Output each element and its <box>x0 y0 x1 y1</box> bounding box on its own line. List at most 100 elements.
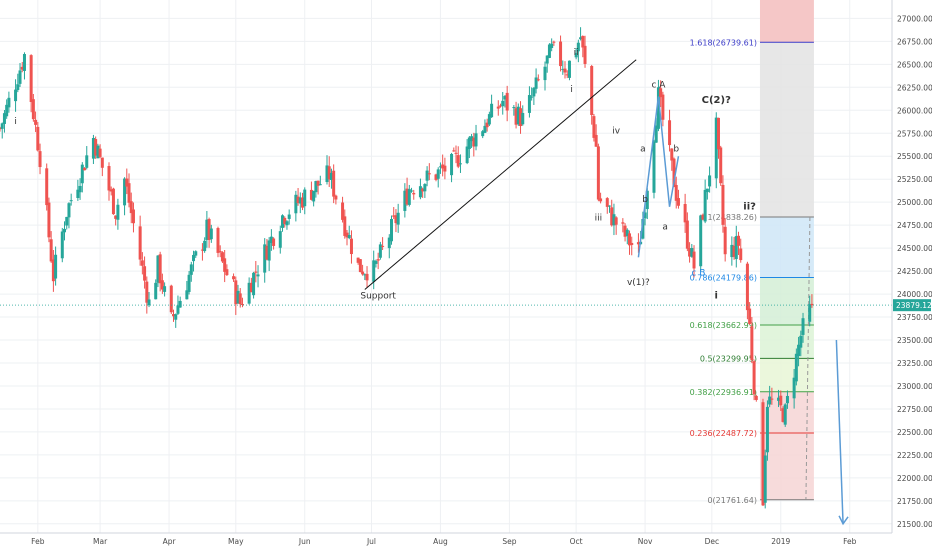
candle-body <box>458 163 462 165</box>
candle-body <box>194 251 198 256</box>
candle-body <box>434 174 438 180</box>
candle-body <box>636 242 640 245</box>
time-tick-label: Jun <box>298 537 311 546</box>
candle-body <box>779 395 783 406</box>
candle-body <box>163 286 167 292</box>
price-tick-label: 21500.00 <box>897 520 932 529</box>
candle-body <box>654 125 658 143</box>
price-tick-label: 24500.00 <box>897 244 932 253</box>
candle-body <box>418 186 422 198</box>
time-tick-label: Oct <box>570 537 583 546</box>
candle-body <box>374 261 378 264</box>
candle-body <box>519 108 523 127</box>
candle-body <box>31 99 35 120</box>
candle-body <box>403 190 407 211</box>
wave-label: b <box>642 195 648 205</box>
candle-body <box>474 133 478 147</box>
candle-body <box>739 248 743 261</box>
candle-body <box>238 293 242 305</box>
candle-body <box>770 398 774 400</box>
candle-body <box>661 94 665 120</box>
candle-body <box>559 41 563 67</box>
candle-body <box>443 165 447 172</box>
last-price-label: 23879.12 <box>896 301 932 310</box>
candle-body <box>605 198 609 207</box>
fib-retracement[interactable]: 1.618(26739.61) 1(24838.26) 0.786(24179.86… <box>690 0 814 505</box>
candle-body <box>643 212 647 219</box>
candle-body <box>160 280 164 290</box>
projection-arrow-head <box>838 515 849 526</box>
projection-arrow-line[interactable] <box>835 339 844 524</box>
candle-body <box>799 335 803 348</box>
candle-body <box>287 214 291 219</box>
price-tick-label: 25500.00 <box>897 152 932 161</box>
candle-body <box>623 225 627 237</box>
candle-body <box>645 190 649 210</box>
candle-body <box>281 215 285 228</box>
candle-body <box>452 150 456 152</box>
candle-body <box>378 244 382 258</box>
candle-body <box>387 237 391 249</box>
candle-body <box>318 184 322 186</box>
candle-body <box>272 238 276 246</box>
candle-body <box>390 218 394 242</box>
candle-body <box>143 266 147 281</box>
fib-zone <box>759 433 814 500</box>
price-tick-label: 22250.00 <box>897 451 932 460</box>
wave-path[interactable] <box>637 96 680 258</box>
candle-body <box>341 202 345 220</box>
support-trendline[interactable] <box>364 59 637 290</box>
candle-body <box>685 220 689 249</box>
candle-body <box>427 173 431 175</box>
candle-body <box>723 226 727 255</box>
candle-body <box>114 215 118 219</box>
time-tick-label: Apr <box>163 537 177 546</box>
candle-body <box>505 92 509 111</box>
fib-level-label: 0.786(24179.86) <box>690 274 757 283</box>
wave-label: ii <box>574 48 579 58</box>
candle-body <box>100 157 104 168</box>
candle-body <box>781 408 785 422</box>
candle-body <box>737 235 741 246</box>
price-tick-label: 23250.00 <box>897 359 932 368</box>
candle-body <box>247 282 251 304</box>
candle-body <box>309 189 313 200</box>
candle-body <box>423 184 427 192</box>
candle-body <box>298 197 302 204</box>
candle-body <box>754 395 758 400</box>
candle-body <box>94 139 98 156</box>
candle-body <box>503 96 507 100</box>
candle-body <box>207 219 211 240</box>
candle-body <box>456 155 460 167</box>
price-tick-label: 24750.00 <box>897 221 932 230</box>
candle-body <box>436 169 440 179</box>
candle-body <box>561 68 565 70</box>
candle-body <box>249 282 253 293</box>
candles <box>0 27 814 509</box>
candle-body <box>18 70 22 84</box>
candle-body <box>234 280 238 305</box>
candle-body <box>592 116 596 138</box>
fib-zone-top <box>759 0 814 43</box>
candle-body <box>752 361 756 395</box>
candle-body <box>590 66 594 116</box>
candle-body <box>38 151 42 168</box>
wave-label: a <box>662 223 668 233</box>
candle-body <box>552 41 556 43</box>
price-tick-label: 22000.00 <box>897 474 932 483</box>
candle-body <box>303 189 307 207</box>
candle-body <box>514 108 518 125</box>
candle-body <box>794 353 798 382</box>
price-tick-label: 23500.00 <box>897 336 932 345</box>
fib-level-label: 0.5(23299.95) <box>700 354 757 363</box>
candle-body <box>329 172 333 180</box>
candle-body <box>312 190 316 202</box>
candle-body <box>581 36 585 48</box>
candle-body <box>376 259 380 261</box>
candle-body <box>761 402 765 506</box>
candle-body <box>0 123 4 129</box>
candle-body <box>745 263 749 311</box>
candle-body <box>797 344 801 357</box>
